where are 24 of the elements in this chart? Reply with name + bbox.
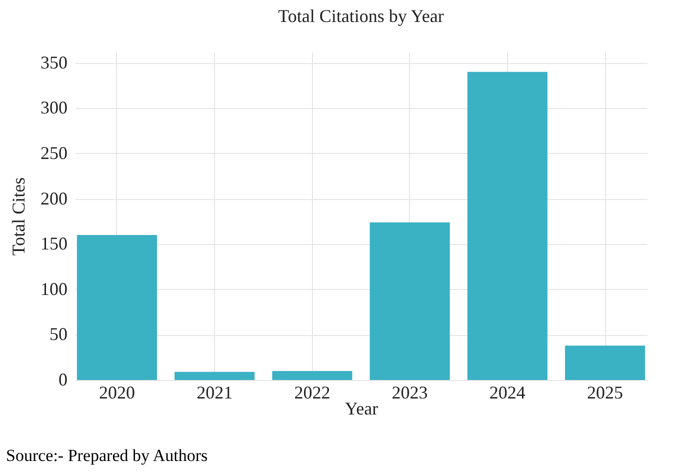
x-tick-label: 2021	[196, 382, 233, 402]
y-tick-label: 100	[40, 278, 68, 299]
y-tick-label: 300	[40, 98, 68, 118]
chart-title: Total Citations by Year	[278, 6, 444, 26]
y-tick-label: 150	[40, 234, 68, 254]
bar	[76, 235, 157, 380]
x-axis-title: Year	[344, 398, 378, 418]
x-tick-label: 2023	[392, 382, 428, 402]
y-tick-label: 350	[40, 52, 68, 72]
bar	[565, 346, 646, 380]
x-tick-label: 2022	[294, 382, 330, 402]
y-tick-label: 0	[58, 370, 68, 390]
x-tick-label: 2020	[98, 382, 135, 402]
x-tick-label: 2025	[587, 382, 624, 402]
x-tick-label: 2024	[489, 382, 526, 402]
source-note: Source:- Prepared by Authors	[6, 446, 208, 466]
y-tick-label: 200	[40, 188, 68, 208]
bar	[174, 372, 255, 380]
bar	[467, 72, 548, 380]
bar	[370, 222, 450, 380]
y-tick-label: 50	[50, 324, 68, 344]
y-tick-label: 250	[40, 142, 68, 163]
y-axis-title: Total Cites	[8, 177, 28, 256]
bar	[272, 370, 352, 380]
